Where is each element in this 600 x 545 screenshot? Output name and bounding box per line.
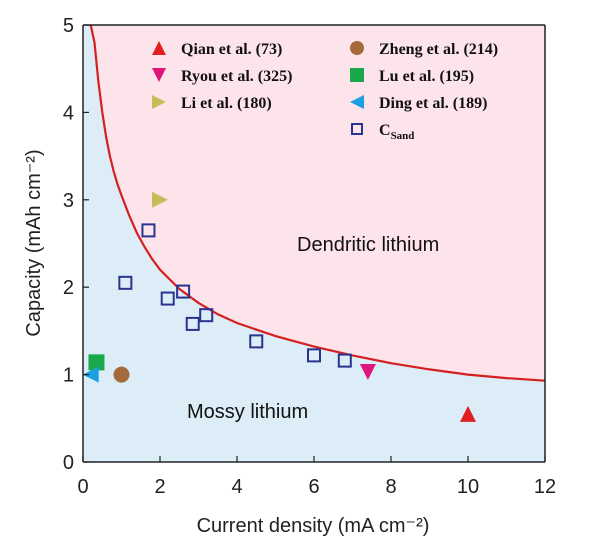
legend-label-1: Ryou et al. (325)	[181, 68, 292, 85]
data-point-s1-p0	[359, 363, 376, 380]
y-axis-label: Capacity (mAh cm⁻²)	[23, 149, 45, 336]
y-tick-label: 3	[63, 190, 74, 212]
y-tick-label: 2	[63, 277, 74, 299]
legend-label-4: Lu et al. (195)	[379, 68, 474, 85]
legend-marker-5	[350, 95, 364, 109]
legend-marker-0	[152, 41, 166, 55]
x-tick-label: 12	[534, 476, 556, 498]
data-point-s2-p0	[152, 191, 168, 208]
x-tick-label: 6	[308, 476, 319, 498]
x-tick-label: 2	[154, 476, 165, 498]
x-tick-label: 4	[231, 476, 242, 498]
data-point-s5-p0	[82, 366, 99, 383]
chart-regions	[83, 25, 545, 462]
x-axis-label: Current density (mA cm⁻²)	[197, 515, 430, 537]
legend: Qian et al. (73) Ryou et al. (325) Li et a…	[152, 41, 498, 142]
y-tick-label: 0	[63, 452, 74, 474]
legend-marker-1	[152, 68, 166, 82]
data-point-s6-p7	[307, 348, 321, 363]
legend-marker-4	[350, 68, 364, 82]
legend-label-2: Li et al. (180)	[181, 95, 272, 112]
data-point-s0-p0	[460, 405, 476, 422]
data-point-s6-p5	[199, 308, 214, 323]
data-points	[82, 191, 476, 422]
legend-label-3: Zheng et al. (214)	[379, 41, 498, 58]
data-point-s6-p3	[176, 284, 191, 299]
y-tick-label: 4	[63, 102, 74, 124]
y-tick-label: 1	[63, 365, 74, 387]
data-point-s6-p0	[141, 223, 156, 238]
data-point-s6-p2	[160, 291, 175, 306]
x-tick-label: 10	[457, 476, 479, 498]
data-point-s6-p6	[249, 334, 264, 349]
sand-curve-layer	[89, 24, 546, 382]
x-tick-label: 0	[77, 476, 88, 498]
data-point-s6-p4	[185, 316, 200, 331]
sand-capacity-curve	[89, 24, 546, 382]
legend-label-5: Ding et al. (189)	[379, 95, 487, 112]
dendritic-lithium-label: Dendritic lithium	[297, 234, 439, 256]
legend-label-0: Qian et al. (73)	[181, 41, 282, 58]
x-tick-label: 8	[385, 476, 396, 498]
data-point-s3-p0	[113, 366, 130, 383]
legend-label-6: CSand	[379, 122, 414, 142]
y-tick-label: 5	[63, 15, 74, 37]
axes	[82, 24, 546, 463]
legend-marker-6	[351, 123, 363, 135]
data-point-s6-p8	[337, 353, 352, 368]
data-point-s6-p1	[118, 275, 133, 290]
mossy-lithium-label: Mossy lithium	[187, 401, 308, 423]
legend-marker-2	[152, 95, 166, 109]
data-point-s4-p0	[88, 354, 105, 371]
legend-marker-3	[350, 41, 364, 55]
dendritic-region-background	[90, 25, 545, 381]
